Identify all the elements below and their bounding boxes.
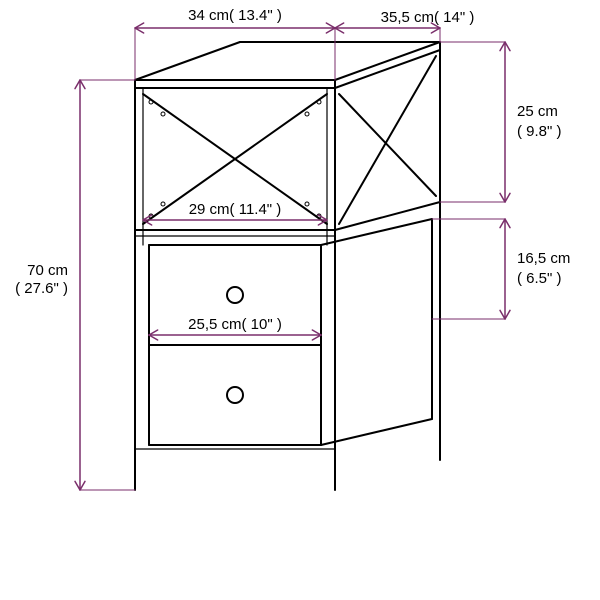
label-drawer-width: 25,5 cm( 10" ) <box>188 316 282 333</box>
label-drawer-h-in: ( 6.5" ) <box>517 270 562 287</box>
drawer-knob-2 <box>227 387 243 403</box>
label-height-in: ( 27.6" ) <box>15 280 68 297</box>
top-left-edge <box>135 42 240 80</box>
label-shelf-cm: 25 cm <box>517 103 558 120</box>
drawer-knob-1 <box>227 287 243 303</box>
label-shelf-width: 29 cm( 11.4" ) <box>189 201 282 218</box>
label-width: 34 cm( 13.4" ) <box>188 7 282 24</box>
label-depth: 35,5 cm( 14" ) <box>381 9 475 26</box>
label-height-cm: 70 cm <box>27 262 68 279</box>
label-drawer-h-cm: 16,5 cm <box>517 250 570 267</box>
side-x-1 <box>339 94 436 196</box>
top-right-edge <box>335 42 440 80</box>
label-shelf-in: ( 9.8" ) <box>517 123 562 140</box>
